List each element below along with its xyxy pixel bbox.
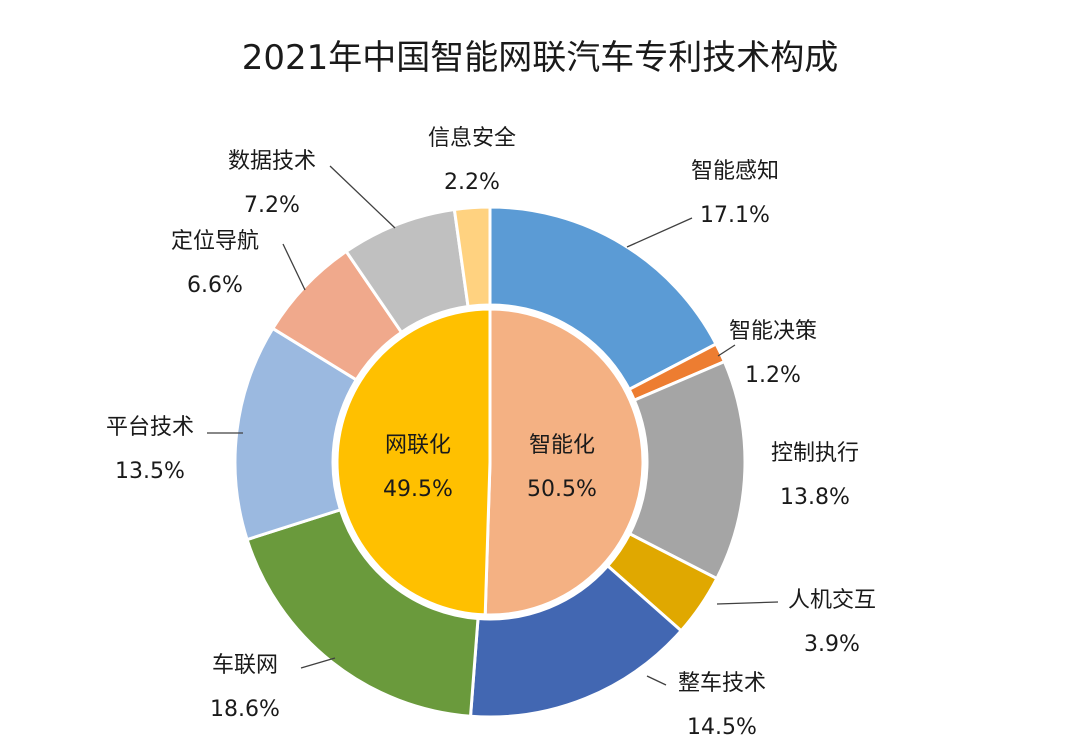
inner-label-name-1: 智能化 bbox=[529, 433, 595, 458]
leader-line-5 bbox=[646, 675, 667, 686]
leader-lines bbox=[207, 165, 779, 686]
chart-title: 2021年中国智能网联汽车专利技术构成 bbox=[241, 38, 839, 78]
outer-label-value-1: 17.1% bbox=[700, 203, 770, 228]
inner-label-value-2: 49.5% bbox=[383, 477, 453, 502]
outer-label-value-3: 13.8% bbox=[780, 485, 850, 510]
outer-label-value-8: 6.6% bbox=[187, 273, 243, 298]
leader-line-2 bbox=[717, 344, 736, 357]
outer-label-name-9: 数据技术 bbox=[228, 149, 316, 174]
outer-label-value-4: 3.9% bbox=[804, 632, 860, 657]
leader-line-4 bbox=[716, 601, 779, 605]
outer-label-name-10: 信息安全 bbox=[428, 126, 516, 151]
outer-slice-6 bbox=[245, 507, 480, 718]
leader-line-9 bbox=[329, 165, 396, 229]
outer-slice-10 bbox=[452, 205, 492, 309]
outer-label-value-6: 18.6% bbox=[210, 697, 280, 722]
outer-label-name-7: 平台技术 bbox=[106, 415, 194, 440]
outer-label-value-5: 14.5% bbox=[687, 715, 757, 740]
inner-ring bbox=[335, 307, 645, 617]
outer-label-name-8: 定位导航 bbox=[171, 229, 259, 254]
slice-labels: 智能化 50.5% 网联化 49.5% 智能感知 17.1% 智能决策 1.2% 控制执行 13.… bbox=[106, 126, 876, 740]
outer-label-name-2: 智能决策 bbox=[729, 319, 817, 344]
outer-label-name-6: 车联网 bbox=[212, 653, 278, 678]
outer-ring bbox=[233, 205, 747, 719]
inner-slice-2 bbox=[335, 307, 492, 617]
outer-label-value-10: 2.2% bbox=[444, 170, 500, 195]
outer-label-name-3: 控制执行 bbox=[771, 441, 859, 466]
inner-label-name-2: 网联化 bbox=[385, 433, 451, 458]
outer-label-value-7: 13.5% bbox=[115, 459, 185, 484]
inner-label-value-1: 50.5% bbox=[527, 477, 597, 502]
outer-label-name-4: 人机交互 bbox=[788, 588, 876, 613]
outer-label-value-9: 7.2% bbox=[244, 193, 300, 218]
inner-slice-1 bbox=[483, 307, 645, 617]
outer-label-value-2: 1.2% bbox=[745, 363, 801, 388]
leader-line-1 bbox=[626, 217, 693, 248]
leader-line-6 bbox=[300, 657, 336, 669]
outer-label-name-5: 整车技术 bbox=[678, 671, 766, 696]
outer-label-name-1: 智能感知 bbox=[691, 159, 779, 184]
leader-line-8 bbox=[282, 243, 306, 291]
